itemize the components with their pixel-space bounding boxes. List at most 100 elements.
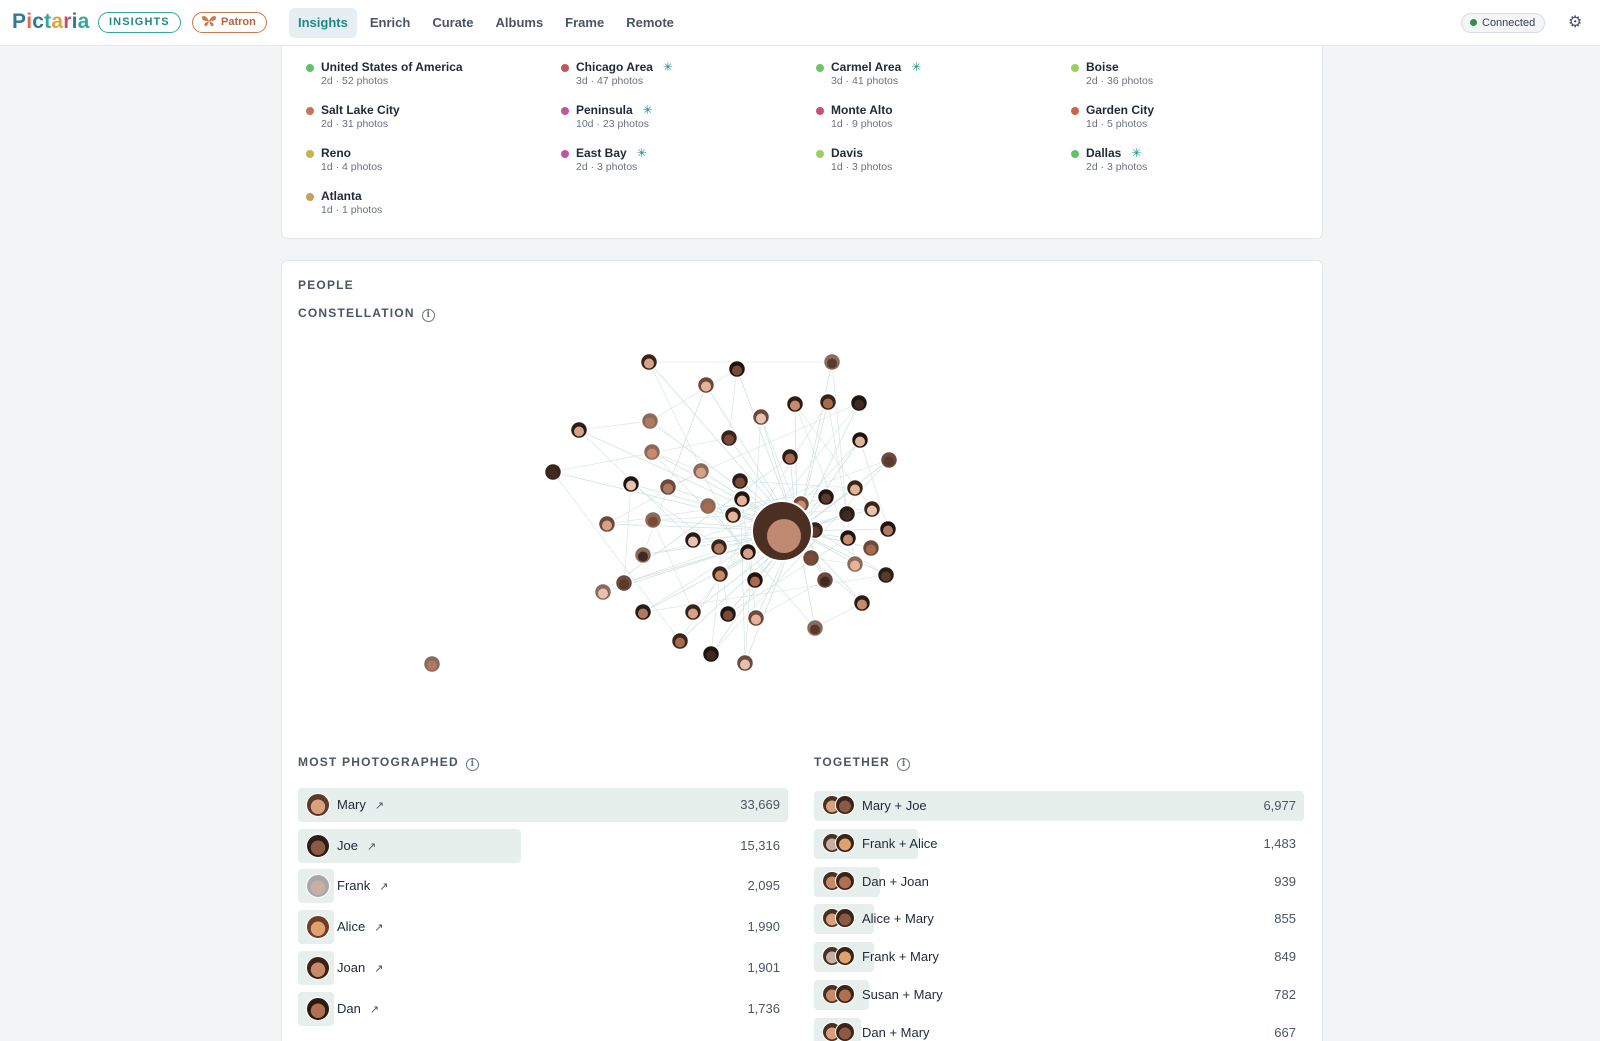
pair-row[interactable]: Alice + Mary 855 xyxy=(814,904,1304,935)
person-node[interactable] xyxy=(735,653,755,673)
info-icon[interactable]: i xyxy=(421,309,435,322)
external-link-icon[interactable]: ↗ xyxy=(374,962,384,975)
person-row[interactable]: Dan ↗ 1,736 xyxy=(298,991,788,1026)
person-node[interactable] xyxy=(643,510,663,530)
person-node[interactable] xyxy=(837,504,857,524)
external-link-icon[interactable]: ↗ xyxy=(366,840,377,853)
person-node[interactable] xyxy=(780,447,800,467)
pair-row[interactable]: Frank + Mary 849 xyxy=(814,942,1304,973)
external-link-icon[interactable]: ↗ xyxy=(369,1003,380,1016)
person-node[interactable] xyxy=(879,450,899,470)
pair-name[interactable]: Dan + Mary xyxy=(862,1024,930,1040)
person-node[interactable] xyxy=(801,548,821,568)
nav-enrich[interactable]: Enrich xyxy=(369,15,411,30)
person-node[interactable] xyxy=(614,573,634,593)
person-node[interactable] xyxy=(751,407,771,427)
person-name[interactable]: Alice ↗ xyxy=(337,919,384,935)
person-name[interactable]: Dan ↗ xyxy=(337,1000,380,1016)
person-row[interactable]: Mary ↗ 33,669 xyxy=(298,788,788,822)
person-node[interactable] xyxy=(746,608,766,628)
nav-albums[interactable]: Albums xyxy=(495,15,544,30)
person-node[interactable] xyxy=(543,462,563,482)
nav-remote[interactable]: Remote xyxy=(626,15,674,30)
person-node[interactable] xyxy=(621,474,641,494)
person-node[interactable] xyxy=(738,542,758,562)
pair-row[interactable]: Dan + Joan 939 xyxy=(814,866,1304,897)
person-node[interactable] xyxy=(633,545,653,565)
pair-name[interactable]: Dan + Joan xyxy=(862,873,929,889)
person-node[interactable] xyxy=(727,359,747,379)
person-node[interactable] xyxy=(861,538,881,558)
person-node[interactable] xyxy=(597,514,617,534)
person-node[interactable] xyxy=(852,593,872,613)
person-row[interactable]: Joan ↗ 1,901 xyxy=(298,950,788,985)
pair-row[interactable]: Mary + Joe 6,977 xyxy=(814,791,1304,821)
person-node[interactable] xyxy=(658,477,678,497)
person-node[interactable] xyxy=(633,602,653,622)
person-node[interactable] xyxy=(691,461,711,481)
person-node[interactable] xyxy=(683,530,703,550)
person-node[interactable] xyxy=(785,394,805,414)
pair-name[interactable]: Alice + Mary xyxy=(862,911,934,927)
person-node[interactable] xyxy=(845,478,865,498)
person-node[interactable] xyxy=(640,411,660,431)
person-node[interactable] xyxy=(698,496,718,516)
pair-row[interactable]: Susan + Mary 782 xyxy=(814,980,1304,1010)
person-node[interactable] xyxy=(730,471,750,491)
person-row[interactable]: Joe ↗ 15,316 xyxy=(298,828,788,863)
person-row[interactable]: Alice ↗ 1,990 xyxy=(298,910,788,945)
person-node[interactable] xyxy=(862,499,882,519)
nav-curate[interactable]: Curate xyxy=(432,15,474,30)
external-link-icon[interactable]: ↗ xyxy=(379,881,389,894)
gear-icon[interactable]: ⚙ xyxy=(1568,14,1583,31)
person-node[interactable] xyxy=(838,528,858,548)
external-link-icon[interactable]: ↗ xyxy=(374,922,384,935)
person-node[interactable] xyxy=(732,489,752,509)
person-name[interactable]: Mary ↗ xyxy=(337,797,385,812)
constellation-graph[interactable] xyxy=(282,321,1322,741)
person-node[interactable] xyxy=(745,570,765,590)
person-node[interactable] xyxy=(878,519,898,539)
person-node[interactable] xyxy=(639,352,659,372)
person-name[interactable]: Joan ↗ xyxy=(337,959,384,975)
person-node[interactable] xyxy=(718,604,738,624)
person-name[interactable]: Frank ↗ xyxy=(337,878,389,894)
person-node[interactable] xyxy=(816,487,836,507)
nav-frame[interactable]: Frame xyxy=(565,15,605,30)
pair-name[interactable]: Frank + Mary xyxy=(862,949,939,965)
person-node[interactable] xyxy=(876,565,896,585)
person-node[interactable] xyxy=(569,420,589,440)
person-node[interactable] xyxy=(701,644,721,664)
person-node-main[interactable] xyxy=(751,500,813,562)
person-node[interactable] xyxy=(670,631,690,651)
person-node[interactable] xyxy=(422,654,442,674)
person-node[interactable] xyxy=(710,564,730,584)
person-node[interactable] xyxy=(683,602,703,622)
person-node[interactable] xyxy=(849,393,869,413)
person-node[interactable] xyxy=(709,537,729,557)
person-node[interactable] xyxy=(696,375,716,395)
person-node[interactable] xyxy=(845,554,865,574)
person-node[interactable] xyxy=(815,570,835,590)
patron-badge[interactable]: Patron xyxy=(192,12,267,33)
info-icon[interactable]: i xyxy=(465,758,479,771)
nav-insights[interactable]: Insights xyxy=(289,8,357,38)
person-node[interactable] xyxy=(805,618,825,638)
external-link-icon[interactable]: ↗ xyxy=(374,800,385,812)
person-node[interactable] xyxy=(822,352,842,372)
app-logo[interactable]: Pictaria xyxy=(12,10,90,33)
person-node[interactable] xyxy=(719,428,739,448)
person-node[interactable] xyxy=(850,430,870,450)
person-node[interactable] xyxy=(723,505,743,525)
info-icon[interactable]: i xyxy=(897,758,911,771)
pair-name[interactable]: Mary + Joe xyxy=(862,798,927,813)
person-node[interactable] xyxy=(642,442,662,462)
person-name[interactable]: Joe ↗ xyxy=(337,837,377,853)
pair-name[interactable]: Susan + Mary xyxy=(862,987,943,1002)
person-row[interactable]: Frank ↗ 2,095 xyxy=(298,869,788,904)
pair-row[interactable]: Dan + Mary 667 xyxy=(814,1017,1304,1041)
pair-name[interactable]: Frank + Alice xyxy=(862,835,938,851)
pair-row[interactable]: Frank + Alice 1,483 xyxy=(814,828,1304,859)
person-node[interactable] xyxy=(593,582,613,602)
person-node[interactable] xyxy=(818,392,838,412)
